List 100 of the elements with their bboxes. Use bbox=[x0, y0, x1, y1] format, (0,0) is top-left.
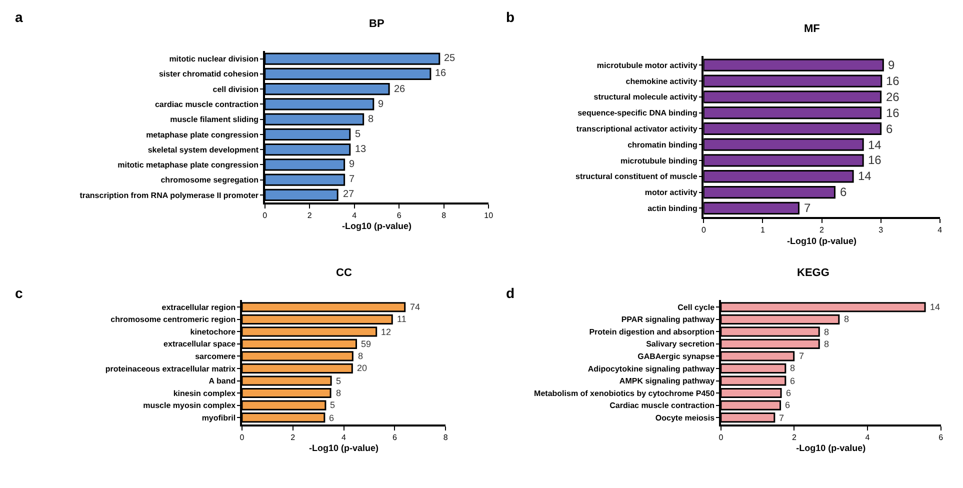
annotation: 8 bbox=[790, 363, 796, 373]
annotation: 8 bbox=[824, 327, 830, 337]
x-tick-label: 2 bbox=[307, 210, 312, 220]
annotation: 8 bbox=[824, 339, 830, 349]
y-tick-label: microtubule binding bbox=[620, 156, 698, 166]
y-tick-label: sister chromatid cohesion bbox=[158, 70, 259, 79]
y-tick-label: kinesin complex bbox=[173, 388, 236, 398]
x-tick-label: 4 bbox=[342, 432, 347, 442]
y-tick-label: PPAR signaling pathway bbox=[621, 315, 716, 324]
annotation: 7 bbox=[799, 351, 804, 361]
y-tick-label: GABAergic synapse bbox=[638, 352, 716, 361]
annotation: 20 bbox=[357, 363, 368, 373]
y-tick-label: extracellular region bbox=[162, 302, 236, 312]
annotation: 9 bbox=[378, 99, 384, 110]
annotation: 11 bbox=[397, 314, 406, 324]
annotation: 8 bbox=[358, 351, 364, 361]
x-axis-title: -Log10 (p-value) bbox=[309, 443, 379, 454]
annotation: 8 bbox=[368, 114, 374, 125]
y-tick-label: kinetochore bbox=[190, 327, 236, 336]
y-tick-label: myofibril bbox=[202, 413, 236, 422]
y-tick-label: chemokine activity bbox=[626, 76, 698, 86]
x-axis-title: -Log10 (p-value) bbox=[787, 236, 857, 246]
x-tick-label: 1 bbox=[760, 226, 766, 235]
annotation: 7 bbox=[779, 413, 784, 423]
y-tick-label: mitotic metaphase plate congression bbox=[118, 160, 259, 170]
y-tick-label: Cardiac muscle contraction bbox=[610, 401, 715, 410]
x-tick-label: 4 bbox=[938, 226, 943, 235]
x-tick-label: 6 bbox=[392, 432, 398, 442]
x-tick-label: 0 bbox=[240, 432, 245, 442]
annotation: 9 bbox=[888, 58, 895, 72]
y-tick-label: skeletal system development bbox=[148, 145, 259, 154]
annotation: 12 bbox=[381, 327, 392, 337]
x-tick-label: 0 bbox=[262, 210, 268, 220]
y-tick-label: AMPK signaling pathway bbox=[619, 376, 716, 386]
x-tick-label: 8 bbox=[443, 432, 448, 442]
x-axis-title: -Log10 (p-value) bbox=[796, 443, 866, 454]
annotation: 5 bbox=[330, 400, 336, 410]
annotation: 7 bbox=[349, 174, 355, 185]
annotation: 27 bbox=[343, 189, 355, 200]
chart-title: MF bbox=[804, 23, 820, 35]
annotation: 6 bbox=[329, 413, 334, 423]
chart-title: KEGG bbox=[797, 267, 830, 279]
chart-title: BP bbox=[369, 18, 384, 30]
y-tick-label: Protein digestion and absorption bbox=[589, 327, 715, 336]
annotation: 74 bbox=[410, 302, 420, 312]
y-tick-label: transcriptional activator activity bbox=[576, 124, 698, 134]
x-tick-label: 4 bbox=[352, 210, 358, 220]
y-tick-label: chromosome centromeric region bbox=[110, 315, 236, 324]
annotation: 26 bbox=[886, 90, 900, 104]
y-tick-label: mitotic nuclear division bbox=[169, 54, 259, 64]
text: d bbox=[506, 285, 515, 301]
annotation: 16 bbox=[435, 68, 447, 79]
annotation: 6 bbox=[790, 376, 796, 386]
y-tick-label: Oocyte meiosis bbox=[655, 413, 716, 422]
y-tick-label: A band bbox=[208, 376, 236, 386]
y-tick-label: chromatin binding bbox=[628, 140, 698, 150]
x-tick-label: 2 bbox=[290, 432, 296, 442]
x-tick-label: 2 bbox=[792, 432, 797, 442]
x-tick-label: 6 bbox=[938, 432, 944, 442]
y-tick-label: sarcomere bbox=[195, 352, 236, 361]
x-axis-title: -Log10 (p-value) bbox=[342, 221, 412, 232]
y-tick-label: sequence-specific DNA binding bbox=[578, 108, 698, 118]
annotation: 26 bbox=[394, 84, 406, 95]
y-tick-label: muscle filament sliding bbox=[170, 115, 259, 124]
x-tick-label: 10 bbox=[484, 210, 494, 220]
annotation: 16 bbox=[886, 106, 900, 120]
y-tick-label: actin binding bbox=[648, 204, 698, 213]
x-tick-label: 3 bbox=[878, 226, 884, 235]
annotation: 8 bbox=[844, 314, 850, 324]
x-tick-label: 4 bbox=[865, 432, 870, 442]
text: a bbox=[15, 9, 23, 25]
annotation: 13 bbox=[355, 144, 367, 155]
annotation: 14 bbox=[868, 138, 882, 152]
y-tick-label: muscle myosin complex bbox=[143, 401, 236, 410]
annotation: 7 bbox=[804, 201, 811, 215]
annotation: 14 bbox=[858, 169, 872, 183]
annotation: 16 bbox=[886, 74, 900, 88]
annotation: 14 bbox=[930, 302, 940, 312]
x-tick-label: 0 bbox=[701, 226, 706, 235]
annotation: 6 bbox=[785, 400, 790, 410]
y-tick-label: motor activity bbox=[644, 188, 698, 198]
annotation: 59 bbox=[361, 339, 372, 349]
x-tick-label: 0 bbox=[718, 432, 724, 442]
annotation: 6 bbox=[840, 185, 847, 199]
annotation: 16 bbox=[868, 153, 882, 167]
y-tick-label: structural constituent of muscle bbox=[576, 172, 698, 182]
annotation: 6 bbox=[886, 122, 893, 136]
y-tick-label: chromosome segregation bbox=[160, 176, 259, 185]
y-tick-label: Cell cycle bbox=[678, 302, 716, 312]
y-tick-label: proteinaceous extracellular matrix bbox=[105, 364, 236, 374]
text: b bbox=[506, 9, 515, 25]
x-tick-label: 8 bbox=[442, 210, 447, 220]
annotation: 9 bbox=[349, 159, 355, 170]
annotation: 6 bbox=[786, 388, 792, 398]
y-tick-label: extracellular space bbox=[164, 340, 236, 349]
text: c bbox=[15, 285, 23, 301]
x-tick-label: 6 bbox=[396, 210, 402, 220]
annotation: 25 bbox=[444, 53, 456, 64]
y-tick-label: structural molecule activity bbox=[594, 92, 698, 102]
y-tick-label: Salivary secretion bbox=[646, 340, 715, 349]
